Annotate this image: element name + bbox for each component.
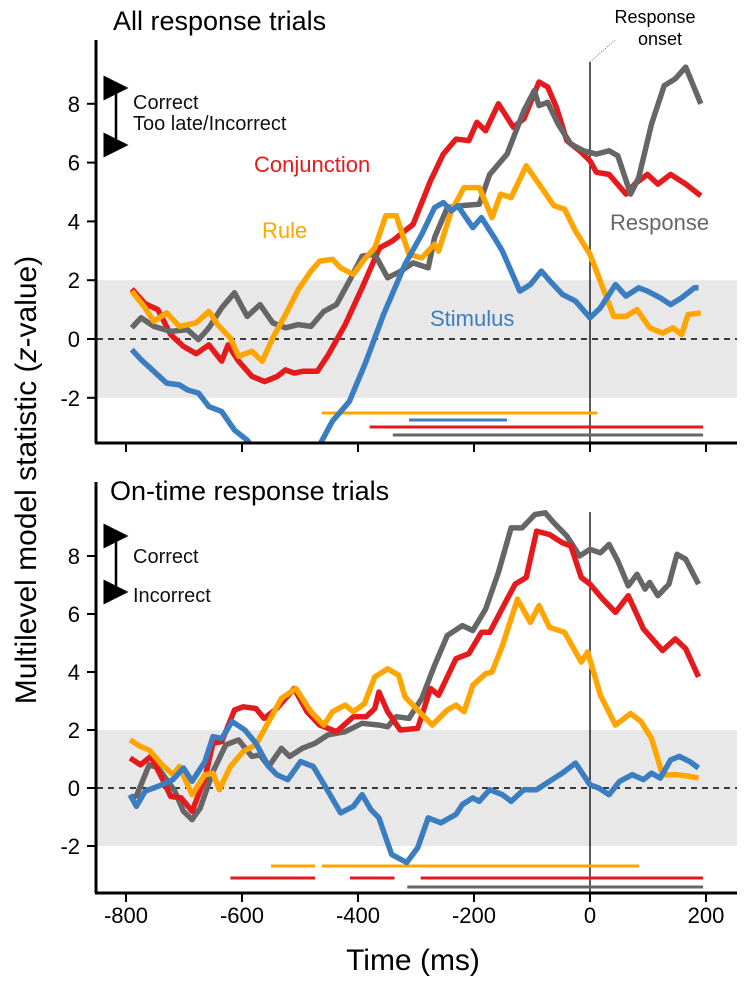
y-tick-label: 8 — [68, 544, 80, 569]
y-tick-label: 4 — [68, 209, 80, 234]
x-axis-label: Time (ms) — [346, 944, 480, 977]
series-label-response: Response — [610, 210, 709, 235]
response-onset-label-line2: onset — [638, 29, 682, 49]
legend-up-label: Correct — [133, 92, 199, 114]
significance-bars — [230, 864, 704, 889]
y-axis-label: Multilevel model statistic (z-value) — [10, 256, 43, 704]
series-line-response — [129, 510, 701, 823]
y-tick-label: 2 — [68, 268, 80, 293]
x-tick-label: -400 — [336, 903, 380, 928]
x-tick-label: 200 — [688, 903, 725, 928]
y-tick-label: -2 — [60, 834, 80, 859]
series-lines — [127, 510, 702, 866]
series-line-stimulus — [127, 718, 701, 866]
series-line-conjunction — [129, 79, 703, 385]
x-ticks — [125, 443, 707, 452]
y-tick-label: 8 — [68, 92, 80, 117]
y-tick-label: 6 — [68, 602, 80, 627]
significance-bars — [322, 411, 704, 437]
y-tick-label: -2 — [60, 386, 80, 411]
y-tick-label: 2 — [68, 718, 80, 743]
series-line-rule — [129, 163, 702, 365]
panel-on-time-response-trials: -2 0 2 4 6 8 -800 -600 -400 -200 0 200 On-time res… — [60, 476, 737, 928]
y-tick-label: 0 — [68, 327, 80, 352]
y-tick-label: 0 — [68, 776, 80, 801]
x-tick-label: 0 — [584, 903, 596, 928]
series-line-conjunction — [128, 528, 702, 814]
series-line-stimulus — [129, 199, 699, 442]
response-onset-label: Response — [614, 7, 695, 27]
y-ticks: -2 0 2 4 6 8 — [60, 544, 96, 859]
response-onset-leader — [589, 39, 616, 63]
y-ticks: -2 0 2 4 6 8 — [60, 92, 96, 411]
legend-down-label: Incorrect — [133, 585, 211, 607]
series-label-rule: Rule — [262, 218, 307, 243]
y-tick-label: 4 — [68, 660, 80, 685]
panel-all-response-trials: Response onset -2 0 2 4 6 8 All response tria… — [60, 6, 737, 452]
panel-title: All response trials — [113, 6, 326, 36]
panel-title: On-time response trials — [110, 476, 389, 506]
x-tick-label: -600 — [220, 903, 264, 928]
series-lines — [129, 64, 704, 442]
series-line-rule — [128, 596, 700, 798]
series-line-response — [129, 64, 704, 343]
x-tick-label: -800 — [104, 903, 148, 928]
series-label-stimulus: Stimulus — [430, 306, 514, 331]
legend-down-label: Too late/Incorrect — [133, 113, 287, 135]
y-tick-label: 6 — [68, 151, 80, 176]
legend-up-label: Correct — [133, 546, 199, 568]
x-tick-label: -200 — [452, 903, 496, 928]
x-ticks: -800 -600 -400 -200 0 200 — [104, 893, 724, 928]
series-label-conjunction: Conjunction — [254, 152, 370, 177]
